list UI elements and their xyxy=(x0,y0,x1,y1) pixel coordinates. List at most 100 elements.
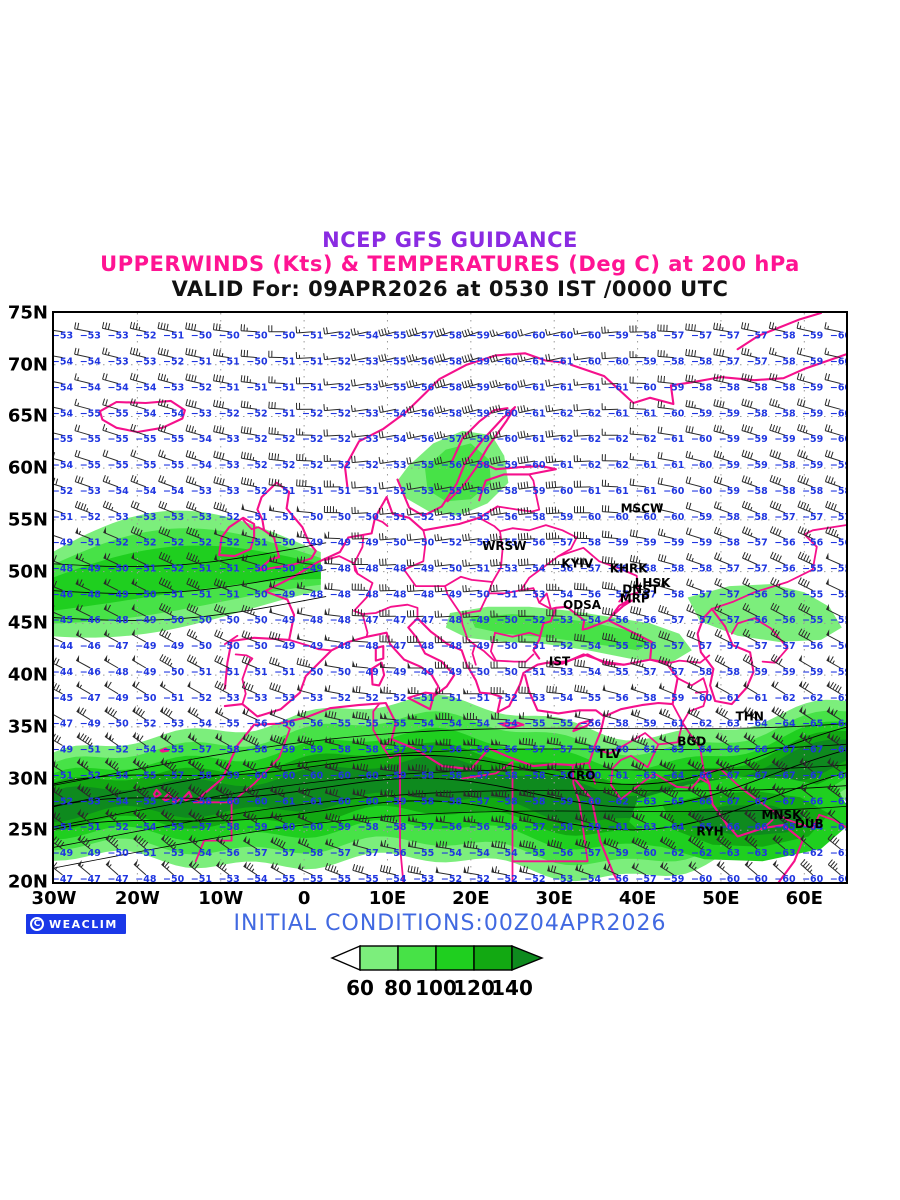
wind-barb-full xyxy=(249,813,254,820)
wind-barb-full xyxy=(552,660,554,668)
temperature-value: −60 xyxy=(274,770,296,781)
wind-barb-pennant xyxy=(104,629,107,636)
wind-barb-full xyxy=(747,425,750,433)
temperature-value: −55 xyxy=(163,745,184,756)
wind-barb-full xyxy=(526,532,529,540)
wind-barb-full xyxy=(136,528,140,535)
wind-barb-pennant xyxy=(491,840,495,847)
wind-barb-full xyxy=(277,813,281,820)
temperature-value: −60 xyxy=(358,796,380,807)
temperature-value: −52 xyxy=(108,822,129,833)
temperature-value: −51 xyxy=(274,512,295,523)
wind-barb-shaft xyxy=(631,866,647,876)
wind-barb-full xyxy=(191,374,194,382)
weather-map-plot[interactable]: −47 −47 −47 −48 −50 −51 −53 −54 −55 −55 −55 −55 −54−… xyxy=(52,311,848,884)
wind-barb-pennant xyxy=(161,859,166,867)
wind-barb-shaft xyxy=(352,665,369,669)
wind-barb-full xyxy=(498,507,501,514)
wind-barb-half xyxy=(613,663,616,668)
wind-barb-full xyxy=(582,763,585,770)
wind-barb-half xyxy=(88,793,92,797)
temperature-value: −54 xyxy=(80,383,102,394)
temperature-value: −53 xyxy=(108,331,129,342)
wind-barb-full xyxy=(719,861,725,868)
wind-barb-full xyxy=(102,449,106,456)
temperature-value: −59 xyxy=(608,331,629,342)
temperature-value: −57 xyxy=(691,615,712,626)
wind-barb-full xyxy=(246,375,249,383)
wind-barb-half xyxy=(225,585,228,590)
wind-barb-full xyxy=(166,555,171,562)
wind-barb-full xyxy=(641,789,645,796)
wind-barb-full xyxy=(241,655,245,663)
wind-barb-half xyxy=(690,685,693,689)
wind-barb-full xyxy=(660,605,664,613)
temperature-value: −50 xyxy=(163,874,185,882)
wind-barb-pennant xyxy=(297,760,301,768)
wind-barb-full xyxy=(688,477,692,484)
wind-barb-full xyxy=(755,790,760,797)
temperature-value: −59 xyxy=(385,796,406,807)
wind-barb-full xyxy=(548,379,551,386)
wind-barb-full xyxy=(443,764,445,771)
wind-barb-full xyxy=(800,476,804,483)
wind-barb-full xyxy=(751,710,757,717)
temperature-value: −66 xyxy=(719,745,741,756)
temperature-value: −60 xyxy=(580,796,602,807)
wind-barb-pennant xyxy=(241,503,245,510)
wind-barb-half xyxy=(613,612,616,616)
wind-barb-half xyxy=(194,841,198,845)
wind-barb-full xyxy=(501,764,504,772)
temperature-value: −58 xyxy=(747,486,769,497)
wind-barb-full xyxy=(727,764,732,771)
temperature-value: −57 xyxy=(774,641,795,652)
wind-barb-pennant xyxy=(688,809,692,817)
temperature-value: −47 xyxy=(108,641,129,652)
wind-barb-full xyxy=(227,816,232,823)
wind-barb-pennant xyxy=(324,761,328,769)
wind-barb-shaft xyxy=(796,327,813,333)
wind-barb-full xyxy=(159,654,164,661)
wind-barb-shaft xyxy=(685,405,702,410)
wind-barb-full xyxy=(610,659,614,667)
wind-barb-shaft xyxy=(713,354,730,359)
temperature-value: −50 xyxy=(302,667,324,678)
wind-barb-full xyxy=(224,763,229,770)
wind-barb-full xyxy=(498,815,501,823)
wind-barb-full xyxy=(350,405,353,412)
temperature-value: −52 xyxy=(497,874,518,882)
temperature-value: −51 xyxy=(441,693,462,704)
temperature-value: −59 xyxy=(608,538,629,549)
temperature-value: −49 xyxy=(80,719,101,730)
wind-barb-full xyxy=(467,456,470,464)
wind-barb-shaft xyxy=(379,589,396,592)
wind-barb-full xyxy=(408,354,412,362)
wind-barb-shaft xyxy=(546,408,563,413)
temperature-value: −60 xyxy=(663,486,685,497)
wind-barb-full xyxy=(388,866,392,874)
wind-barb-shaft xyxy=(75,659,91,669)
temperature-value: −48 xyxy=(302,615,324,626)
wind-barb-shaft xyxy=(659,840,675,850)
station-observations: −47 −47 −47 −48 −50 −51 −53 −54 −55 −55 −55 −55 −54−… xyxy=(54,321,846,882)
temperature-value: −60 xyxy=(635,383,657,394)
wind-barb-shaft xyxy=(187,685,202,695)
wind-barb-shaft xyxy=(270,866,286,876)
wind-barb-full xyxy=(111,786,117,793)
wind-barb-pennant xyxy=(301,813,305,820)
isotach-line-2 xyxy=(54,726,846,785)
wind-barb-full xyxy=(409,482,412,490)
wind-barb-full xyxy=(610,557,613,564)
wind-barb-pennant xyxy=(103,578,107,585)
temperature-value: −54 xyxy=(135,383,157,394)
wind-barb-full xyxy=(79,707,84,714)
wind-barb-full xyxy=(492,406,495,413)
wind-barb-pennant xyxy=(219,811,223,819)
wind-barb-full xyxy=(112,710,118,717)
wind-barb-pennant xyxy=(407,763,411,771)
wind-barb-full xyxy=(629,503,632,511)
wind-barb-full xyxy=(303,839,308,846)
border-0 xyxy=(234,653,254,706)
wind-barb-full xyxy=(721,838,727,844)
temperature-value: −57 xyxy=(469,770,490,781)
